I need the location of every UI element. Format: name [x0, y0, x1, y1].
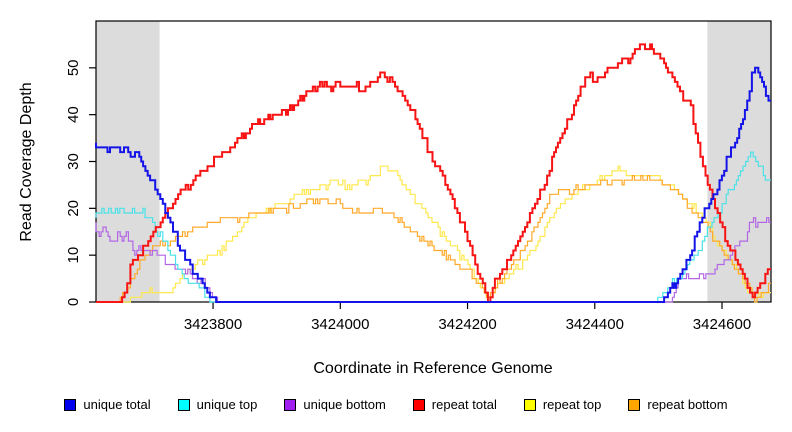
y-axis-title: Read Coverage Depth	[18, 82, 35, 242]
series-line-repeat-total	[96, 43, 771, 303]
legend-swatch-repeat-top	[523, 398, 536, 411]
legend-swatch-repeat-bottom	[628, 398, 641, 411]
series-line-unique-total	[95, 66, 771, 303]
legend-label: unique bottom	[303, 397, 386, 412]
y-tick-label: 40	[65, 106, 82, 123]
y-tick-label: 50	[65, 59, 82, 76]
legend-item-repeat-top: repeat top	[523, 397, 602, 412]
legend-item-repeat-total: repeat total	[412, 397, 497, 412]
legend-label: repeat total	[431, 397, 497, 412]
x-tick-label: 3424000	[311, 316, 369, 333]
y-tick-label: 10	[65, 247, 82, 264]
y-tick-label: 0	[65, 298, 82, 306]
plot-area: 3423800 3424000 3424200 3424400 3424600 0 10 20…	[65, 20, 772, 333]
x-tick-label: 3424200	[438, 316, 496, 333]
legend-label: unique total	[83, 397, 151, 412]
legend-item-repeat-bottom: repeat bottom	[628, 397, 728, 412]
series-line-repeat-bottom	[96, 175, 771, 303]
y-tick-label: 30	[65, 153, 82, 170]
x-tick-label: 3423800	[184, 316, 242, 333]
legend-label: repeat top	[542, 397, 602, 412]
legend: unique total unique top unique bottom repea…	[0, 397, 792, 412]
legend-label: repeat bottom	[647, 397, 728, 412]
legend-swatch-unique-total	[64, 398, 77, 411]
legend-item-unique-top: unique top	[177, 397, 258, 412]
shaded-region-right-flank	[707, 21, 771, 302]
legend-swatch-repeat-total	[412, 398, 425, 411]
legend-swatch-unique-bottom	[284, 398, 297, 411]
x-axis-title: Coordinate in Reference Genome	[313, 360, 553, 377]
shaded-region-left-flank	[96, 21, 160, 302]
y-tick-label: 20	[65, 200, 82, 217]
legend-item-unique-bottom: unique bottom	[284, 397, 386, 412]
x-tick-label: 3424600	[693, 316, 751, 333]
legend-swatch-unique-top	[177, 398, 190, 411]
legend-label: unique top	[196, 397, 258, 412]
legend-item-unique-total: unique total	[64, 397, 151, 412]
x-tick-label: 3424400	[566, 316, 624, 333]
